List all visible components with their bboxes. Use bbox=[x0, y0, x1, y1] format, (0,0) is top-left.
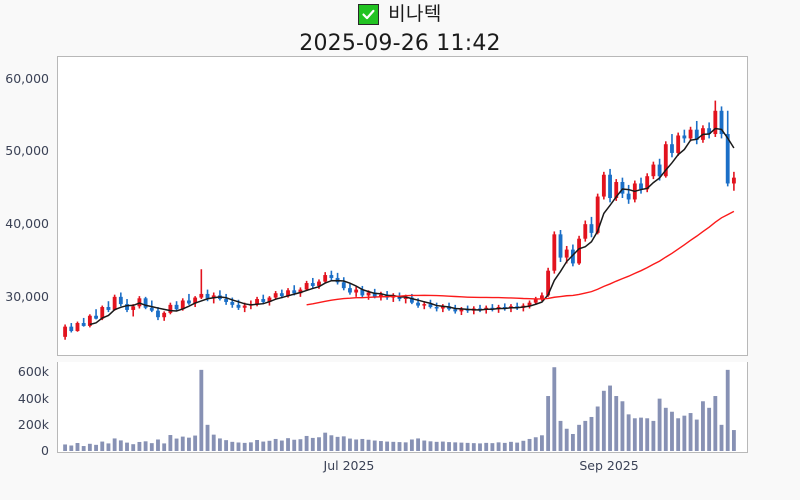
price-tick-label: 30,000 bbox=[5, 288, 49, 304]
volume-tick-label: 400k bbox=[17, 390, 49, 406]
volume-chart-panel[interactable] bbox=[57, 362, 748, 453]
volume-tick-label: 600k bbox=[17, 364, 49, 380]
green-check-icon bbox=[358, 3, 380, 25]
chart-header: 비나텍 2025-09-26 11:42 bbox=[0, 0, 800, 57]
title-row: 비나텍 bbox=[0, 0, 800, 28]
price-tick-label: 60,000 bbox=[5, 70, 49, 86]
date-tick-label: Jul 2025 bbox=[323, 458, 375, 473]
volume-bar-plot bbox=[63, 367, 736, 451]
price-chart-panel[interactable] bbox=[57, 56, 748, 356]
ticker-name: 비나텍 bbox=[388, 2, 442, 25]
volume-tick-label: 200k bbox=[17, 416, 49, 432]
price-tick-label: 50,000 bbox=[5, 143, 49, 159]
price-tick-label: 40,000 bbox=[5, 216, 49, 232]
volume-tick-label: 0 bbox=[41, 443, 49, 458]
chart-timestamp: 2025-09-26 11:42 bbox=[299, 31, 501, 56]
price-candlestick-plot bbox=[63, 100, 736, 340]
date-tick-label: Sep 2025 bbox=[579, 458, 639, 473]
